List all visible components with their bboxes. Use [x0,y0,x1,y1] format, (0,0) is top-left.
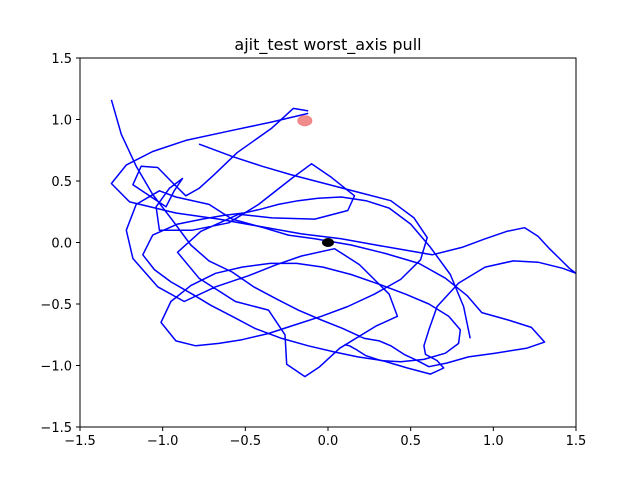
x-tick-label: 0.5 [400,434,421,449]
x-tick-label: −1.0 [147,434,179,449]
plot-area [110,99,576,378]
axes: −1.5 −1.0 −0.5 0.0 0.5 1.0 1.5 −1.5 −1.0 −0.5 0.0 0… [40,52,586,449]
x-tick-label: −0.5 [230,434,262,449]
x-tick-label: −1.5 [64,434,96,449]
x-tick-label: 1.0 [483,434,504,449]
trajectory-line-3 [160,143,462,363]
y-tick-label: −0.5 [40,298,72,313]
trajectory-line-1 [110,99,546,378]
y-tick-label: 0.0 [51,237,72,252]
x-tick-label: 0.0 [318,434,339,449]
y-tick-label: 1.5 [51,52,72,67]
chart-title: ajit_test worst_axis pull [234,35,421,55]
y-tick-label: 1.0 [51,114,72,129]
y-tick-label: −1.5 [40,421,72,436]
x-tick-label: 1.5 [566,434,587,449]
trajectory-line-2 [110,112,576,375]
series-group [110,99,576,378]
y-tick-label: −1.0 [40,360,72,375]
y-tick-label: 0.5 [51,175,72,190]
origin-marker [322,238,334,247]
target-marker [297,115,313,127]
